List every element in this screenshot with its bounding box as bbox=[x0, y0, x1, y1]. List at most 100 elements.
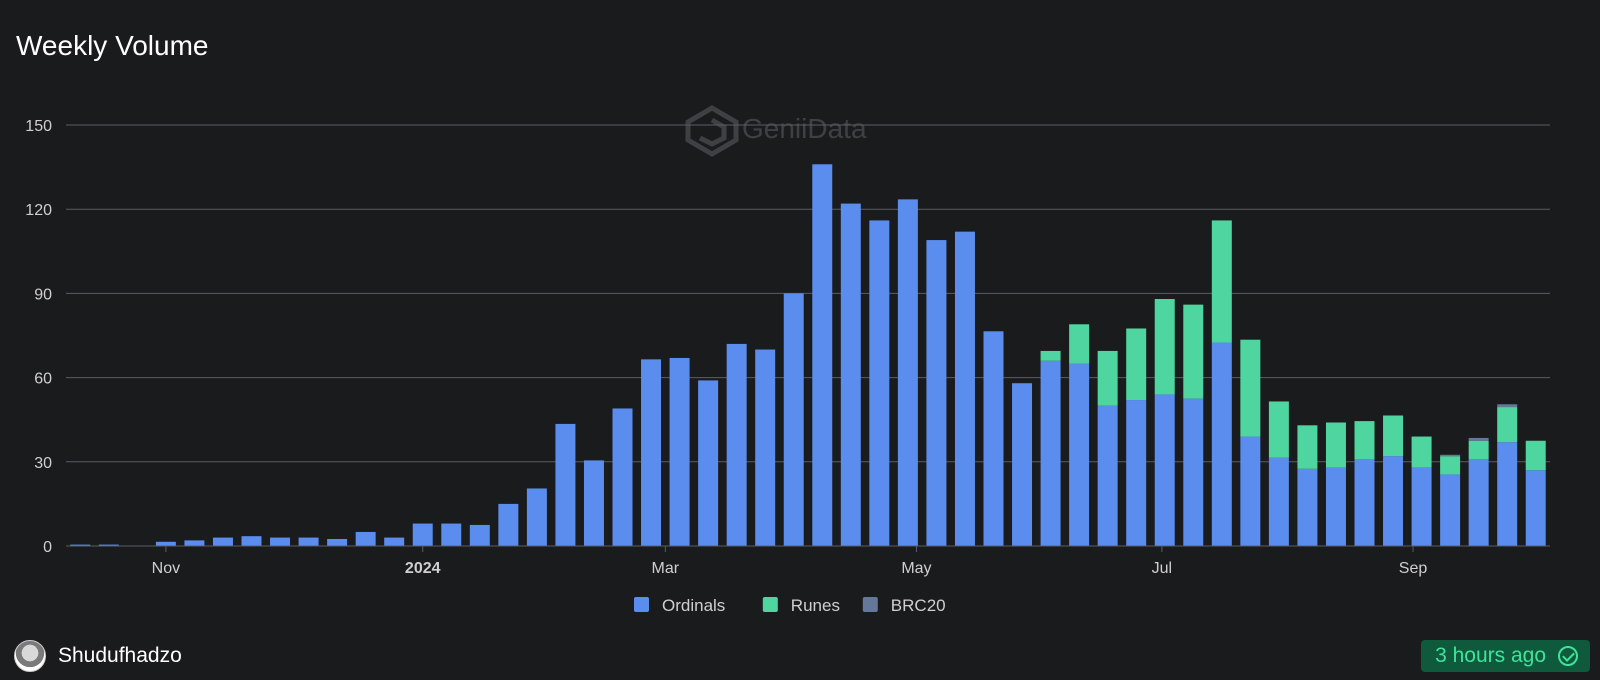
bar-ordinals[interactable] bbox=[812, 164, 833, 546]
author[interactable]: Shudufhadzo bbox=[14, 640, 182, 672]
bar-runes[interactable] bbox=[1383, 415, 1404, 457]
bar-ordinals[interactable] bbox=[669, 357, 690, 546]
bar-ordinals[interactable] bbox=[1097, 405, 1118, 546]
bars bbox=[70, 164, 1546, 547]
bar-ordinals[interactable] bbox=[1297, 468, 1318, 546]
bar-ordinals[interactable] bbox=[1268, 457, 1289, 546]
x-tick-label: Sep bbox=[1399, 560, 1428, 577]
x-tick-label: Mar bbox=[652, 560, 680, 577]
bar-runes[interactable] bbox=[1069, 324, 1090, 364]
bar-ordinals[interactable] bbox=[926, 240, 947, 546]
updated-badge: 3 hours ago bbox=[1421, 640, 1590, 672]
bar-ordinals[interactable] bbox=[755, 349, 776, 546]
bar-brc20[interactable] bbox=[1497, 404, 1518, 408]
bar-brc20[interactable] bbox=[1440, 454, 1461, 457]
bar-ordinals[interactable] bbox=[298, 537, 319, 546]
bar-ordinals[interactable] bbox=[155, 541, 176, 546]
y-tick-label: 30 bbox=[34, 455, 52, 472]
bar-ordinals[interactable] bbox=[327, 538, 348, 546]
legend-label: Runes bbox=[791, 596, 840, 615]
x-tick-label: May bbox=[901, 560, 931, 577]
author-name[interactable]: Shudufhadzo bbox=[58, 644, 182, 667]
bar-ordinals[interactable] bbox=[840, 203, 861, 546]
bar-runes[interactable] bbox=[1440, 456, 1461, 475]
bar-runes[interactable] bbox=[1211, 220, 1232, 343]
bar-brc20[interactable] bbox=[1468, 437, 1489, 441]
legend-item-ordinals[interactable]: Ordinals bbox=[634, 596, 725, 615]
bar-ordinals[interactable] bbox=[412, 523, 433, 546]
bar-ordinals[interactable] bbox=[1440, 474, 1461, 546]
bar-ordinals[interactable] bbox=[1497, 442, 1518, 546]
bar-runes[interactable] bbox=[1297, 425, 1318, 469]
bar-runes[interactable] bbox=[1354, 421, 1375, 459]
y-tick-label: 0 bbox=[43, 539, 52, 556]
legend-label: Ordinals bbox=[662, 596, 725, 615]
updated-label: 3 hours ago bbox=[1435, 644, 1546, 667]
bar-ordinals[interactable] bbox=[698, 380, 719, 546]
bar-ordinals[interactable] bbox=[184, 540, 205, 546]
x-tick-label: Jul bbox=[1152, 560, 1172, 577]
bar-ordinals[interactable] bbox=[1126, 400, 1147, 546]
legend-swatch bbox=[762, 597, 778, 612]
bar-ordinals[interactable] bbox=[1183, 398, 1204, 546]
y-tick-label: 60 bbox=[34, 371, 52, 388]
bar-ordinals[interactable] bbox=[1411, 467, 1432, 546]
bar-ordinals[interactable] bbox=[641, 359, 662, 546]
x-axis: Nov 2024 Mar May Jul Sep bbox=[66, 545, 1550, 577]
bar-ordinals[interactable] bbox=[98, 544, 119, 546]
bar-ordinals[interactable] bbox=[70, 544, 91, 546]
bar-runes[interactable] bbox=[1040, 350, 1061, 361]
bar-runes[interactable] bbox=[1525, 440, 1546, 471]
y-tick-label: 150 bbox=[25, 118, 52, 135]
bar-ordinals[interactable] bbox=[783, 293, 804, 546]
x-tick-label: Nov bbox=[152, 560, 180, 577]
bar-ordinals[interactable] bbox=[1012, 383, 1033, 546]
avatar[interactable] bbox=[14, 640, 46, 672]
bar-ordinals[interactable] bbox=[241, 536, 262, 546]
y-tick-label: 120 bbox=[25, 202, 52, 219]
bar-ordinals[interactable] bbox=[270, 537, 291, 546]
bar-ordinals[interactable] bbox=[498, 503, 519, 546]
bar-runes[interactable] bbox=[1468, 440, 1489, 459]
bar-ordinals[interactable] bbox=[897, 199, 918, 547]
bar-ordinals[interactable] bbox=[384, 537, 405, 546]
watermark-text: GeniiData bbox=[742, 113, 867, 144]
bar-ordinals[interactable] bbox=[1354, 458, 1375, 546]
bar-ordinals[interactable] bbox=[469, 524, 490, 546]
legend-swatch bbox=[634, 597, 649, 612]
legend-item-brc20[interactable]: BRC20 bbox=[862, 596, 946, 615]
bar-ordinals[interactable] bbox=[1211, 342, 1232, 546]
bar-ordinals[interactable] bbox=[1154, 394, 1175, 546]
bar-ordinals[interactable] bbox=[954, 231, 975, 547]
bar-ordinals[interactable] bbox=[1040, 360, 1061, 546]
bar-ordinals[interactable] bbox=[583, 460, 604, 546]
bar-ordinals[interactable] bbox=[726, 343, 747, 546]
legend-item-runes[interactable]: Runes bbox=[762, 596, 840, 615]
bar-runes[interactable] bbox=[1183, 304, 1204, 399]
bar-ordinals[interactable] bbox=[1383, 456, 1404, 546]
bar-runes[interactable] bbox=[1097, 350, 1118, 406]
bar-ordinals[interactable] bbox=[526, 488, 547, 546]
geniidata-logo-icon bbox=[685, 105, 739, 157]
bar-runes[interactable] bbox=[1154, 299, 1175, 395]
bar-runes[interactable] bbox=[1497, 407, 1518, 443]
bar-ordinals[interactable] bbox=[555, 423, 576, 546]
bar-runes[interactable] bbox=[1268, 401, 1289, 458]
bar-ordinals[interactable] bbox=[612, 408, 633, 546]
chart-title: Weekly Volume bbox=[16, 30, 209, 61]
bar-runes[interactable] bbox=[1126, 328, 1147, 401]
y-axis: 0 30 60 90 120 150 bbox=[25, 118, 52, 556]
bar-ordinals[interactable] bbox=[869, 220, 890, 546]
bar-ordinals[interactable] bbox=[1069, 363, 1090, 546]
bar-runes[interactable] bbox=[1240, 339, 1261, 437]
bar-runes[interactable] bbox=[1411, 436, 1432, 468]
bar-ordinals[interactable] bbox=[1525, 470, 1546, 546]
bar-ordinals[interactable] bbox=[441, 523, 462, 546]
bar-ordinals[interactable] bbox=[1240, 436, 1261, 546]
bar-ordinals[interactable] bbox=[355, 531, 376, 546]
bar-runes[interactable] bbox=[1325, 422, 1346, 468]
bar-ordinals[interactable] bbox=[983, 331, 1004, 546]
bar-ordinals[interactable] bbox=[1468, 458, 1489, 546]
bar-ordinals[interactable] bbox=[212, 537, 233, 546]
bar-ordinals[interactable] bbox=[1325, 467, 1346, 546]
